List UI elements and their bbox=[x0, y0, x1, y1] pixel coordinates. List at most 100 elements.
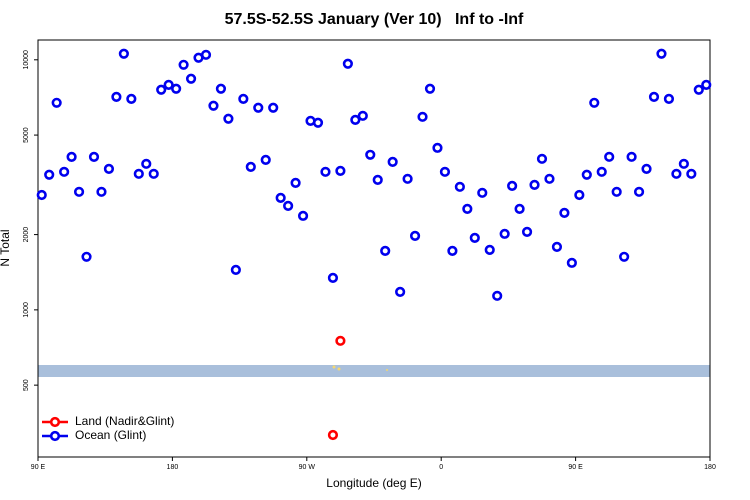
data-point bbox=[633, 186, 645, 197]
data-point bbox=[230, 264, 241, 275]
data-point bbox=[365, 149, 376, 160]
data-point bbox=[409, 230, 421, 241]
data-point bbox=[566, 257, 577, 268]
data-point bbox=[327, 429, 339, 441]
data-point bbox=[589, 97, 600, 108]
data-point bbox=[342, 58, 353, 69]
data-point bbox=[551, 241, 563, 252]
data-point bbox=[59, 166, 70, 177]
data-point bbox=[96, 186, 107, 197]
data-point bbox=[81, 251, 92, 262]
y-tick-label: 500 bbox=[23, 379, 30, 391]
data-point bbox=[604, 151, 615, 162]
x-axis-label: Longitude (deg E) bbox=[326, 476, 421, 490]
data-point bbox=[581, 169, 592, 180]
data-point bbox=[559, 207, 570, 218]
data-point bbox=[103, 163, 115, 174]
x-tick-label: 0 bbox=[439, 464, 443, 471]
data-point bbox=[678, 158, 689, 169]
data-point bbox=[417, 111, 428, 122]
data-point bbox=[126, 93, 137, 104]
data-point bbox=[36, 189, 47, 201]
legend-label: Ocean (Glint) bbox=[75, 428, 146, 442]
data-point bbox=[432, 142, 443, 153]
data-point bbox=[118, 48, 129, 59]
data-point bbox=[66, 151, 77, 162]
data-point bbox=[320, 166, 331, 177]
data-point bbox=[73, 186, 85, 197]
data-point bbox=[611, 186, 622, 197]
data-point bbox=[260, 154, 271, 165]
data-point bbox=[327, 272, 339, 283]
x-tick-label: 90 W bbox=[299, 464, 316, 471]
data-point bbox=[484, 244, 495, 255]
data-point bbox=[223, 113, 234, 124]
surface-strip bbox=[38, 365, 710, 377]
data-point bbox=[492, 290, 503, 301]
data-point bbox=[245, 161, 256, 173]
data-point bbox=[156, 84, 167, 95]
data-point bbox=[312, 117, 324, 128]
data-point bbox=[536, 153, 548, 164]
legend-marker bbox=[49, 416, 61, 428]
y-tick-label: 2000 bbox=[23, 227, 30, 243]
data-point bbox=[656, 48, 667, 59]
data-point bbox=[51, 97, 62, 108]
data-point bbox=[215, 83, 227, 94]
data-point bbox=[372, 174, 383, 185]
data-point bbox=[253, 102, 264, 113]
data-point bbox=[648, 91, 660, 102]
data-point bbox=[402, 173, 413, 184]
data-point bbox=[141, 158, 152, 169]
data-point bbox=[387, 156, 398, 167]
x-tick-label: 180 bbox=[167, 464, 179, 471]
data-point bbox=[357, 110, 368, 121]
data-point bbox=[268, 102, 279, 113]
speck bbox=[332, 365, 336, 369]
y-tick-label: 10000 bbox=[23, 50, 30, 70]
y-axis-label: N Total bbox=[0, 229, 12, 266]
legend-label: Land (Nadir&Glint) bbox=[75, 414, 174, 428]
data-point bbox=[283, 200, 294, 211]
data-point bbox=[111, 91, 122, 102]
data-point bbox=[693, 84, 704, 95]
data-point bbox=[641, 163, 652, 174]
data-point bbox=[335, 335, 346, 346]
data-point bbox=[185, 73, 197, 84]
data-point bbox=[514, 203, 525, 214]
data-point bbox=[454, 181, 465, 192]
data-point bbox=[521, 226, 533, 237]
data-point bbox=[507, 180, 518, 191]
data-point bbox=[208, 100, 219, 111]
data-point bbox=[275, 192, 286, 203]
data-point bbox=[290, 177, 301, 188]
data-point bbox=[238, 93, 249, 104]
plot-frame bbox=[37, 39, 711, 458]
y-tick-label: 1000 bbox=[23, 302, 30, 318]
x-tick-label: 90 E bbox=[31, 464, 46, 471]
data-point bbox=[200, 49, 212, 60]
data-point bbox=[171, 83, 182, 94]
data-point bbox=[178, 59, 189, 70]
legend: Land (Nadir&Glint)Ocean (Glint) bbox=[42, 414, 174, 442]
data-point bbox=[163, 79, 174, 90]
data-point bbox=[499, 228, 510, 239]
data-point bbox=[469, 232, 480, 243]
data-point bbox=[133, 168, 144, 179]
speck bbox=[386, 369, 388, 371]
data-point bbox=[462, 203, 473, 214]
data-point bbox=[88, 151, 100, 162]
chart-title: 57.5S-52.5S January (Ver 10) Inf to -Inf bbox=[225, 11, 524, 28]
data-point bbox=[439, 166, 451, 177]
data-point bbox=[701, 79, 712, 90]
data-point bbox=[477, 187, 488, 198]
data-point bbox=[686, 168, 697, 179]
data-point bbox=[297, 210, 309, 221]
data-point bbox=[596, 166, 607, 177]
legend-marker bbox=[49, 430, 61, 442]
x-tick-label: 180 bbox=[704, 464, 716, 471]
data-point bbox=[380, 245, 391, 256]
speck bbox=[337, 367, 341, 371]
